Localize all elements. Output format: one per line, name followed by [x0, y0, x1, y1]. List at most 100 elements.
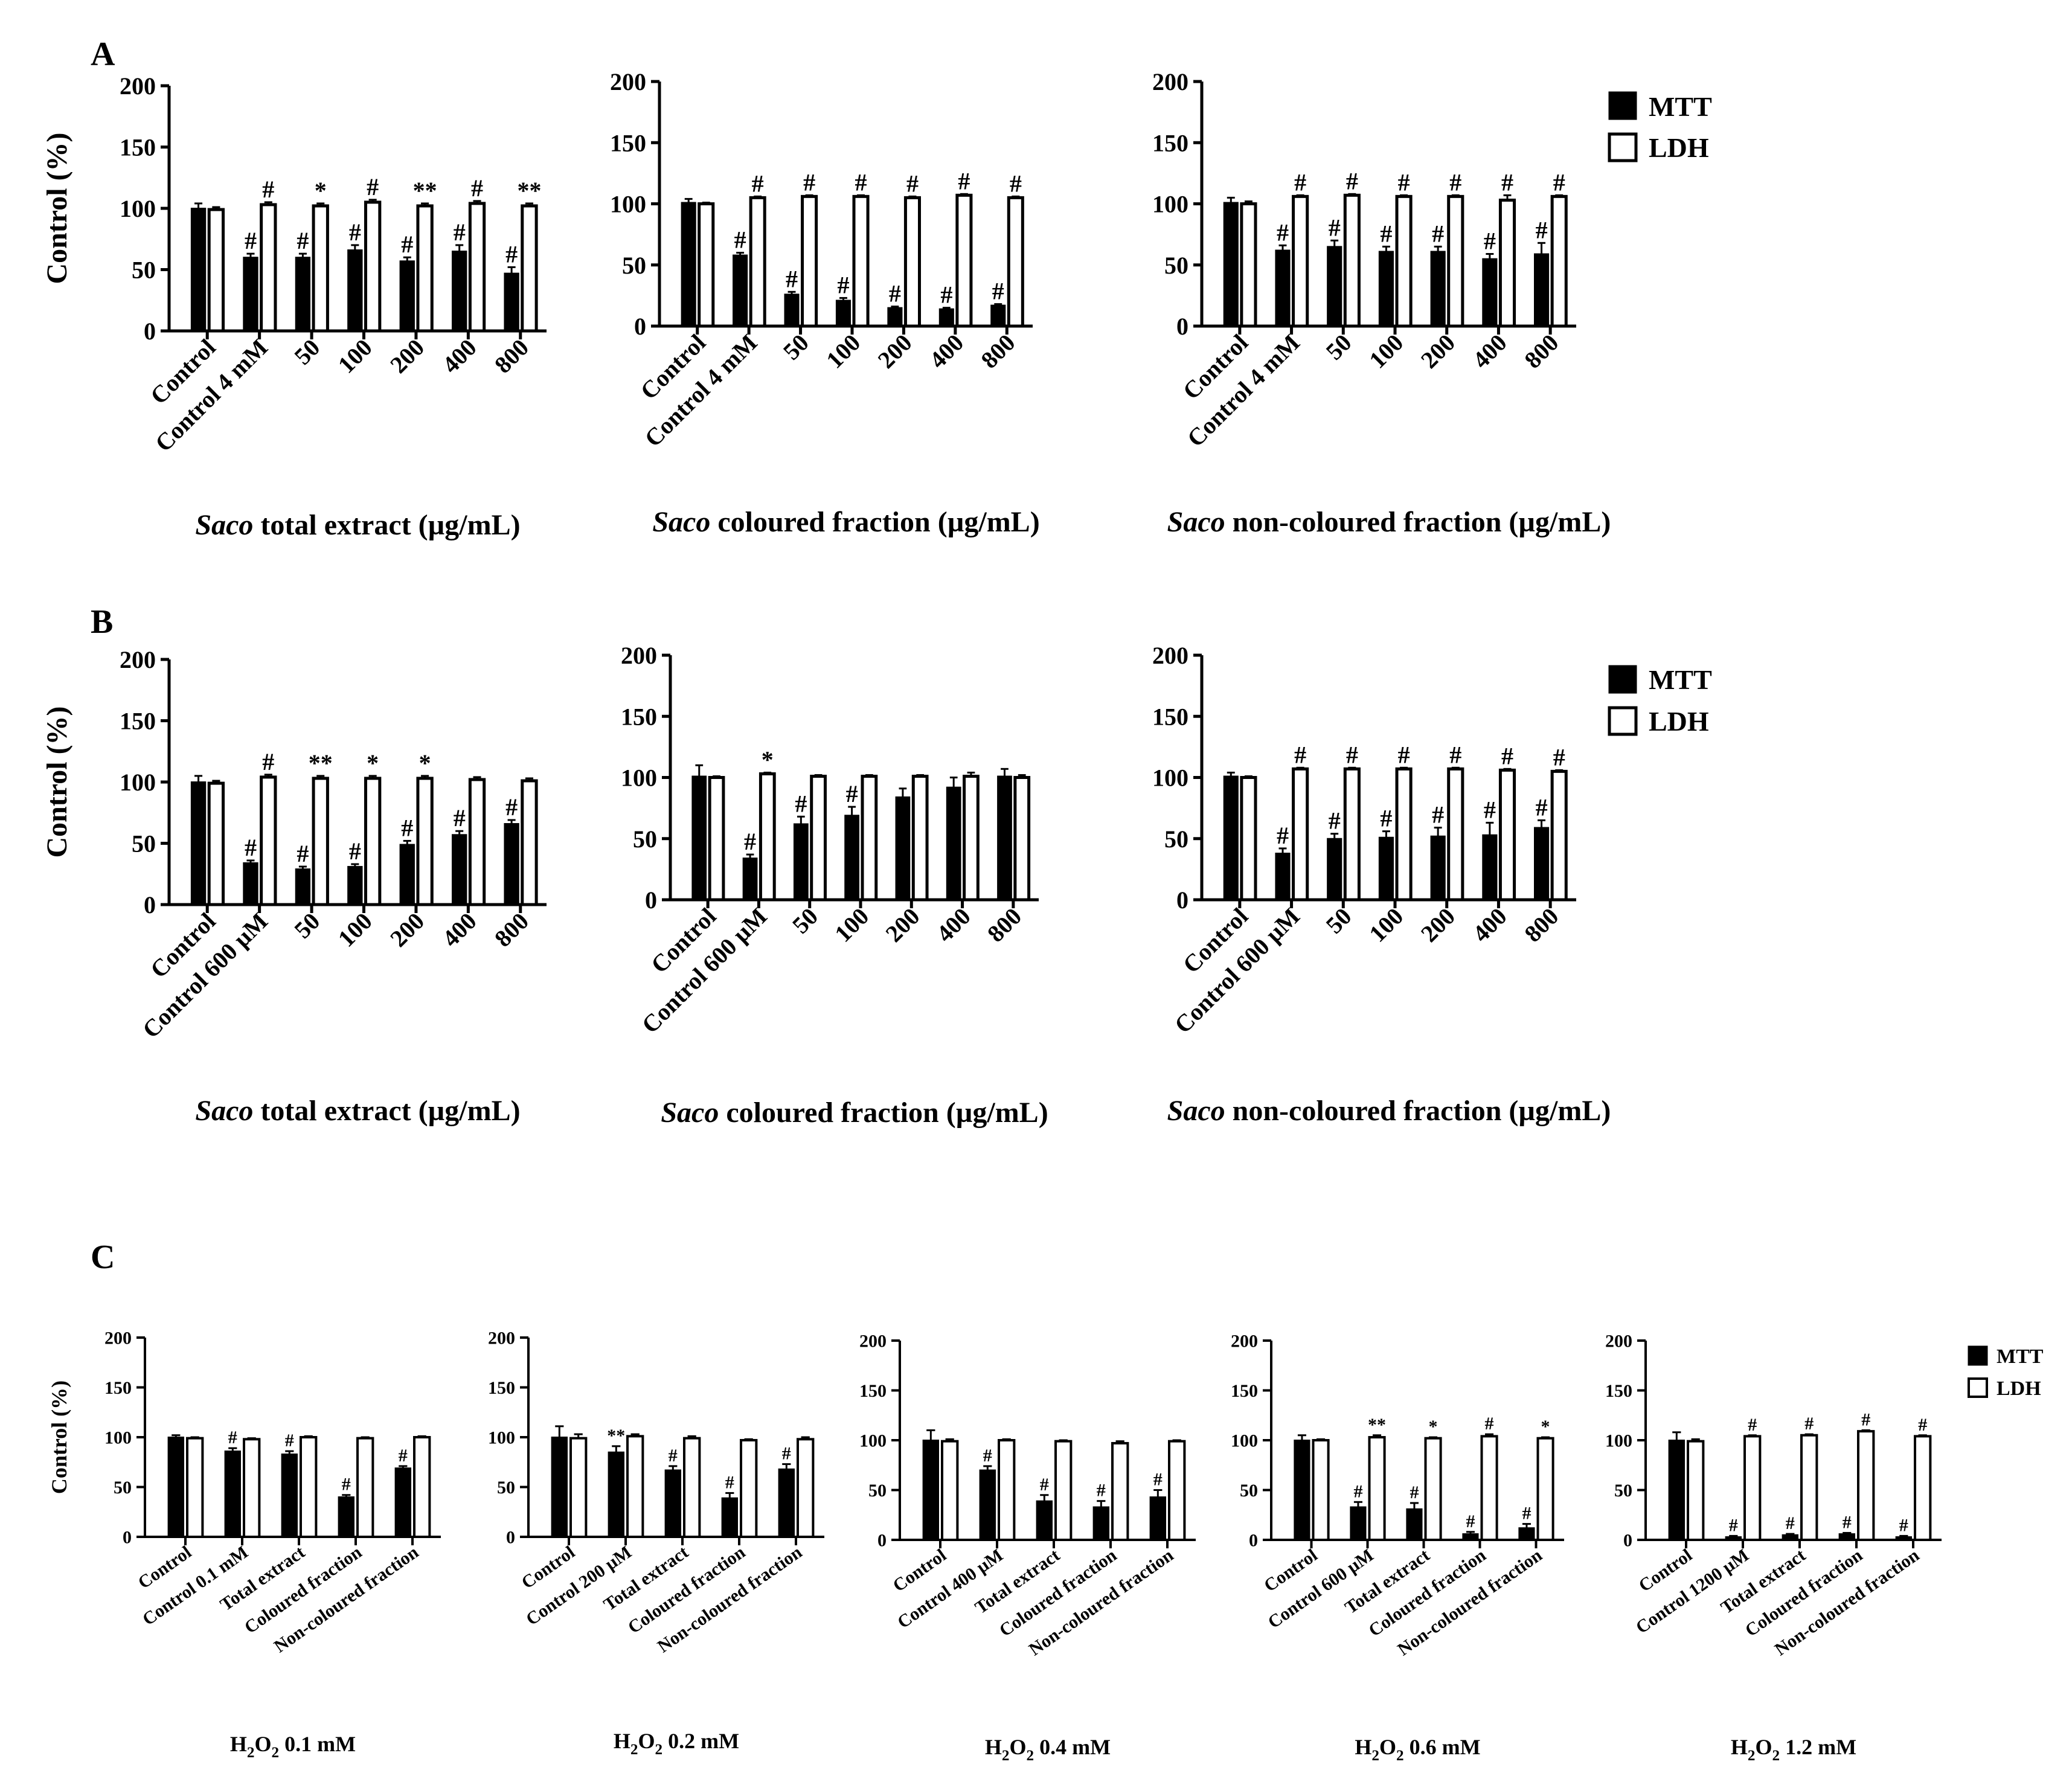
c3-ytick-label-200: 200: [859, 1332, 887, 1351]
legend-a-ldh-label: LDH: [1649, 132, 1709, 163]
a1-sig-mark-mtt-1: #: [245, 227, 257, 254]
b3-bar-mtt-6: [1534, 827, 1550, 901]
a1-category-label-5: 400: [437, 334, 481, 379]
a1-sig-mark-mtt-2: #: [297, 227, 309, 254]
b1-sig-mark-mtt-5: #: [454, 804, 466, 832]
b1-bar-ldh-6: [521, 779, 538, 906]
b3-sig-mark-mtt-4: #: [1432, 801, 1444, 829]
a3-sig-mark-mtt-2: #: [1329, 214, 1341, 241]
a2-sig-mark-mtt-6: #: [992, 278, 1004, 305]
b2-bar-mtt-4: [895, 796, 911, 901]
b2-x-axis-label: Saco coloured fraction (µg/mL): [661, 1097, 1048, 1129]
a3-category-label-3: 100: [1364, 329, 1408, 374]
c4-bar-mtt-1: [1350, 1506, 1367, 1541]
c3-bar-mtt-2: [1036, 1500, 1053, 1540]
a1-sig-mark-ldh-3: #: [367, 173, 379, 200]
a1-bar-mtt-6: [504, 272, 519, 332]
c2-bar-mtt-1: [608, 1451, 624, 1537]
a2-sig-mark-mtt-3: #: [837, 271, 849, 298]
a2-bar-ldh-4: [903, 196, 921, 328]
a2-bar-mtt-1: [733, 254, 748, 327]
c3-bar-ldh-4: [1168, 1440, 1186, 1541]
a2-bar-ldh-1: [749, 196, 766, 328]
c4-bar-ldh-4: [1536, 1437, 1554, 1541]
legend-b-ldh-label: LDH: [1649, 706, 1709, 737]
c2-ytick-label-0: 0: [506, 1528, 515, 1548]
panel-label-b: B: [91, 603, 113, 641]
a1-ytick-label-200: 200: [120, 72, 156, 100]
c4-ytick-label-0: 0: [1249, 1531, 1258, 1551]
a1-sig-mark-mtt-4: #: [401, 231, 413, 258]
c1-bar-ldh-0: [186, 1437, 204, 1538]
c1-y-axis-label: Control (%): [47, 1380, 71, 1494]
c5-bar-ldh-0: [1687, 1440, 1705, 1541]
a3-bar-mtt-6: [1534, 253, 1550, 327]
a3-sig-mark-mtt-4: #: [1432, 220, 1444, 247]
a3-sig-mark-ldh-1: #: [1294, 168, 1306, 196]
b3-category-label-5: 400: [1467, 903, 1512, 947]
c2-bar-mtt-4: [778, 1468, 795, 1538]
c1-ytick-label-200: 200: [104, 1329, 132, 1348]
a3-sig-mark-mtt-3: #: [1380, 220, 1392, 247]
a3-ytick-label-0: 0: [1176, 313, 1188, 340]
a2-sig-mark-ldh-3: #: [855, 168, 867, 196]
c5-bar-ldh-1: [1743, 1435, 1762, 1541]
b2-bar-mtt-3: [844, 815, 859, 901]
c2-ytick-label-150: 150: [488, 1378, 515, 1398]
a1-ytick-label-150: 150: [120, 134, 156, 161]
b2-bar-ldh-2: [810, 774, 827, 902]
a1-bar-ldh-4: [416, 204, 434, 333]
a2-bar-mtt-2: [784, 293, 800, 327]
c5-x-axis-label: H2O2 1.2 mM: [1731, 1735, 1856, 1764]
c4-sig-mark-ldh-3: #: [1485, 1414, 1494, 1434]
c4-ytick-label-150: 150: [1231, 1381, 1258, 1401]
c1-bar-ldh-3: [356, 1437, 374, 1538]
a1-category-label-2: 50: [289, 334, 325, 370]
b2-bar-ldh-6: [1013, 776, 1031, 902]
a1-y-axis-label: Control (%): [41, 132, 73, 284]
c1-ytick-label-0: 0: [123, 1528, 132, 1548]
b1-bar-mtt-5: [452, 834, 467, 906]
c5-bar-ldh-3: [1857, 1430, 1875, 1541]
a1-category-label-6: 800: [489, 334, 534, 379]
c4-bar-ldh-2: [1424, 1437, 1442, 1541]
a2-sig-mark-ldh-4: #: [906, 170, 919, 197]
a3-sig-mark-ldh-5: #: [1501, 168, 1513, 196]
a3-category-label-2: 50: [1321, 329, 1357, 365]
a3-bar-ldh-0: [1240, 202, 1257, 328]
b1-bar-mtt-6: [504, 823, 519, 906]
a1-category-label-4: 200: [385, 334, 429, 379]
c2-x-axis-label: H2O2 0.2 mM: [614, 1729, 739, 1758]
a2-bar-ldh-5: [955, 193, 973, 328]
b2-category-label-6: 800: [982, 903, 1027, 947]
a2-bar-ldh-0: [698, 202, 715, 328]
a2-ytick-label-200: 200: [610, 68, 646, 95]
a2-ytick-label-0: 0: [634, 313, 646, 340]
c3-bar-ldh-1: [998, 1439, 1016, 1541]
b2-bar-ldh-4: [911, 774, 929, 902]
c4-bar-mtt-4: [1518, 1527, 1535, 1540]
c5-sig-mark-ldh-4: #: [1918, 1415, 1927, 1435]
b2-sig-mark-mtt-2: #: [795, 790, 807, 817]
a3-bar-ldh-3: [1395, 194, 1413, 328]
a3-sig-mark-ldh-2: #: [1346, 167, 1358, 194]
c3-sig-mark-mtt-4: #: [1153, 1470, 1163, 1490]
c1-sig-mark-mtt-2: #: [285, 1431, 294, 1450]
a3-bar-mtt-4: [1430, 251, 1446, 327]
c2-sig-mark-mtt-1: **: [607, 1426, 625, 1446]
a1-bar-mtt-1: [243, 257, 258, 332]
c5-ytick-label-50: 50: [1614, 1481, 1632, 1501]
legend-b: MTT LDH: [1608, 664, 1712, 737]
c5-bar-ldh-4: [1914, 1435, 1932, 1541]
c1-ytick-label-100: 100: [104, 1428, 132, 1448]
b1-sig-mark-ldh-2: **: [309, 749, 333, 777]
a1-sig-mark-ldh-4: **: [413, 177, 437, 204]
a3-category-label-4: 200: [1416, 329, 1460, 374]
c5-bar-mtt-2: [1782, 1534, 1799, 1540]
b3-ytick-label-100: 100: [1152, 764, 1188, 792]
c2-bar-mtt-2: [664, 1469, 681, 1537]
